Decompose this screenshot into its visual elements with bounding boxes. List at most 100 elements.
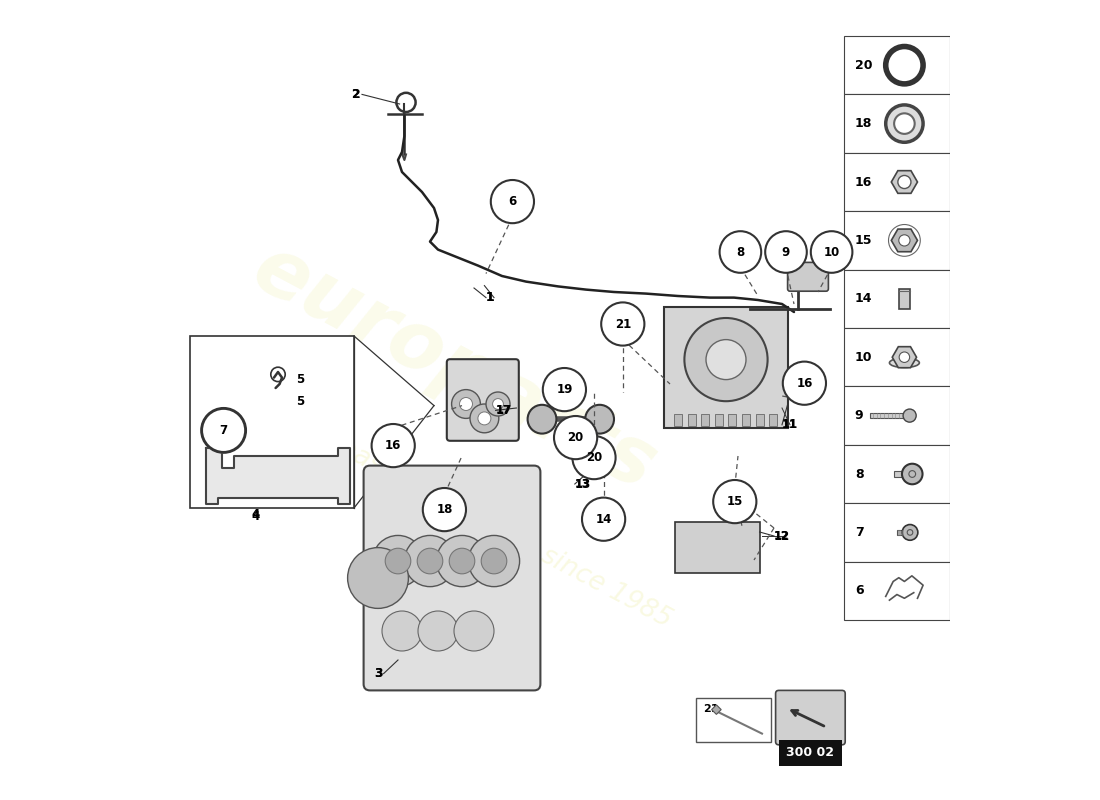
Text: 14: 14 [595,513,612,526]
Bar [190,336,354,508]
Circle shape [449,548,475,574]
Circle shape [903,409,916,422]
Circle shape [542,368,586,411]
Text: a passion for parts since 1985: a passion for parts since 1985 [312,423,676,633]
Text: 2: 2 [352,88,361,101]
Text: 2: 2 [352,88,360,101]
Text: 17: 17 [496,404,512,417]
Text: 8: 8 [736,246,745,258]
Circle shape [201,408,246,453]
Circle shape [783,362,826,405]
Bar [845,94,950,153]
Circle shape [894,114,915,134]
Text: 5: 5 [296,395,304,408]
Bar [688,414,695,426]
Circle shape [422,488,466,531]
Circle shape [470,404,498,433]
Text: 7: 7 [855,526,864,539]
Text: 7: 7 [219,424,228,437]
Circle shape [417,548,443,574]
Text: 6: 6 [508,195,517,208]
Circle shape [585,405,614,434]
Circle shape [766,231,806,273]
Text: 5: 5 [296,373,305,386]
Polygon shape [892,346,916,368]
Text: 12: 12 [774,531,790,541]
FancyBboxPatch shape [663,307,789,428]
Text: 13: 13 [575,479,591,489]
Text: 4: 4 [252,510,260,522]
Text: 17: 17 [496,406,512,415]
Circle shape [405,535,455,586]
Bar [896,530,910,535]
Circle shape [582,498,625,541]
Bar [845,328,950,386]
FancyBboxPatch shape [364,466,540,690]
Text: 12: 12 [774,530,790,542]
Bar [674,414,682,426]
Text: 20: 20 [855,58,872,72]
Bar [845,562,950,620]
Bar [756,414,763,426]
Bar [894,470,912,478]
Bar [769,414,778,426]
Bar [845,211,950,270]
Circle shape [454,611,494,651]
Polygon shape [206,448,350,504]
Circle shape [902,525,917,540]
Bar [845,445,950,503]
Text: 3: 3 [374,667,382,680]
FancyBboxPatch shape [447,359,519,441]
Circle shape [486,392,510,416]
Circle shape [202,409,245,452]
Polygon shape [891,229,917,252]
Text: 16: 16 [385,439,402,452]
Text: 10: 10 [855,350,872,364]
Circle shape [481,548,507,574]
Text: 16: 16 [855,175,872,189]
Circle shape [452,390,481,418]
Bar [845,270,950,328]
Text: 1: 1 [486,291,495,304]
Circle shape [899,234,910,246]
Text: 21: 21 [615,318,631,330]
Circle shape [554,416,597,459]
Circle shape [898,175,911,189]
Text: 9: 9 [782,246,790,258]
Text: 14: 14 [855,292,872,306]
Text: 8: 8 [855,467,864,481]
Text: 6: 6 [855,584,864,598]
Polygon shape [891,170,917,194]
Text: 18: 18 [437,503,452,516]
Circle shape [572,436,616,479]
Circle shape [706,339,746,380]
Text: 3: 3 [374,667,383,680]
Circle shape [902,464,923,484]
FancyBboxPatch shape [788,262,828,291]
Bar [742,414,750,426]
Bar [900,289,910,309]
Circle shape [528,405,557,434]
Circle shape [602,302,645,346]
Bar [696,698,771,742]
Bar [845,503,950,562]
Text: 20: 20 [586,451,602,464]
Circle shape [385,548,410,574]
Text: 18: 18 [855,117,872,130]
Circle shape [437,535,487,586]
Circle shape [382,611,422,651]
Ellipse shape [890,358,920,367]
Text: 7: 7 [220,424,228,437]
Circle shape [372,424,415,467]
Text: 9: 9 [855,409,864,422]
Circle shape [886,105,923,142]
Circle shape [713,480,757,523]
Circle shape [469,535,519,586]
Text: 10: 10 [824,246,839,258]
Text: 11: 11 [782,418,799,431]
Circle shape [684,318,768,402]
FancyBboxPatch shape [776,690,845,745]
Bar [845,153,950,211]
Circle shape [886,46,923,84]
Text: 4: 4 [252,508,260,521]
